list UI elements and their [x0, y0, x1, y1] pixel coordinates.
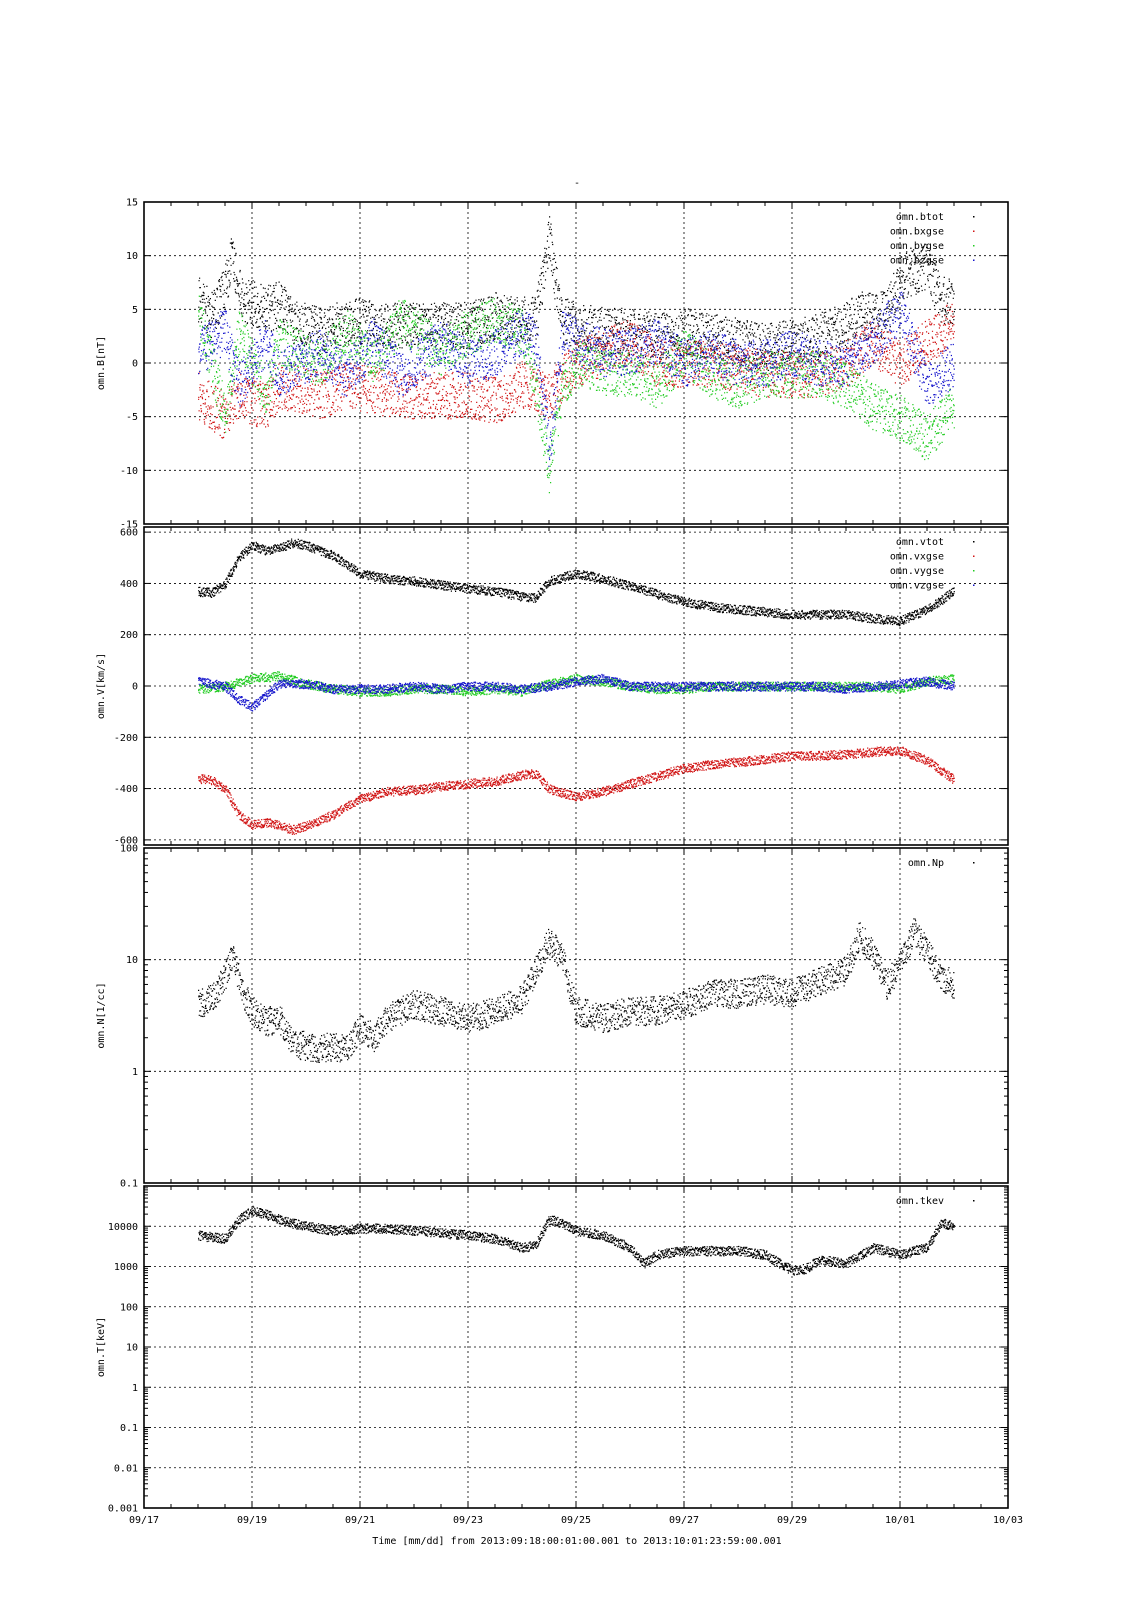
y-tick-label: -10: [120, 466, 138, 477]
legend-marker: [973, 541, 975, 543]
y-tick-label: 100: [120, 844, 138, 855]
legend-marker: [973, 1200, 975, 1202]
x-axis-label: Time [mm/dd] from 2013:09:18:00:01:00.00…: [372, 1536, 781, 1547]
legend-marker: [973, 259, 975, 261]
y-tick-label: 200: [120, 630, 138, 641]
y-tick-label: 100: [120, 1302, 138, 1313]
y-tick-label: 1: [132, 1383, 138, 1394]
panel-frame: [143, 847, 1009, 1184]
y-tick-label: 10: [126, 251, 138, 262]
series-omn-btot: [198, 216, 955, 371]
legend-label: omn.vxgse: [890, 552, 944, 563]
y-axis-label: omn.T[keV]: [96, 1317, 107, 1377]
panel-3: 0.1 1 10 100 omn.N[1/cc] omn.Np: [96, 844, 1009, 1190]
y-tick-label: 1000: [114, 1262, 138, 1273]
legend-marker: [973, 230, 975, 232]
series-omn-tkev: [198, 1205, 955, 1276]
panel-2: -600 -400 -200 0 200 400 600 omn.V[km/s] omn.vto…: [96, 526, 1009, 846]
y-tick-label: 5: [132, 305, 138, 316]
y-axis-label: omn.V[km/s]: [96, 653, 107, 719]
legend-label: omn.bxgse: [890, 227, 944, 238]
x-tick-label: 09/27: [669, 1515, 699, 1526]
y-tick-label: -600: [114, 835, 138, 846]
y-tick-label: 0.1: [120, 1179, 138, 1190]
x-tick-label: 09/29: [777, 1515, 807, 1526]
legend-label: omn.bzgse: [890, 256, 944, 267]
x-tick-label: 10/03: [993, 1515, 1023, 1526]
y-tick-label: 400: [120, 579, 138, 590]
y-tick-label: -200: [114, 733, 138, 744]
y-tick-label: 1: [132, 1067, 138, 1078]
figure-title: -: [574, 178, 580, 189]
series-omn-bzgse: [198, 291, 955, 467]
legend-label: omn.btot: [896, 212, 944, 223]
y-axis-label: omn.B[nT]: [96, 336, 107, 390]
legend-marker: [973, 216, 975, 218]
y-tick-label: 0: [132, 359, 138, 370]
x-tick-label: 09/19: [237, 1515, 267, 1526]
legend-marker: [973, 245, 975, 247]
y-tick-label: -400: [114, 784, 138, 795]
y-tick-label: 0.1: [120, 1423, 138, 1434]
y-tick-label: 15: [126, 198, 138, 209]
panel-frame: [143, 1185, 1009, 1509]
y-tick-label: 10000: [108, 1222, 138, 1233]
legend-marker: [973, 555, 975, 557]
x-tick-label: 09/21: [345, 1515, 375, 1526]
x-tick-label: 09/23: [453, 1515, 483, 1526]
y-axis-label: omn.N[1/cc]: [96, 982, 107, 1048]
x-tick-label: 09/25: [561, 1515, 591, 1526]
panel-4: 0.001 0.01 0.1 1 10 100 1000 10000 omn.T[keV] omn…: [96, 1185, 1023, 1526]
legend-label: omn.vtot: [896, 537, 944, 548]
legend-label: omn.Np: [908, 858, 944, 869]
series-omn-vtot: [198, 538, 955, 627]
series-omn-bxgse: [198, 303, 955, 439]
panel-frame: [143, 526, 1009, 846]
legend-label: omn.vzgse: [890, 581, 944, 592]
legend-marker: [973, 584, 975, 586]
panel-1: -15 -10 -5 0 5 10 15 omn.B[nT] omn.btot omn.bxgse…: [96, 198, 1009, 531]
x-tick-label: 10/01: [885, 1515, 915, 1526]
legend-marker: [973, 862, 975, 864]
y-tick-label: 10: [126, 955, 138, 966]
y-tick-label: -5: [126, 412, 138, 423]
y-tick-label: 0: [132, 682, 138, 693]
x-tick-label: 09/17: [129, 1515, 159, 1526]
series-omn-bygse: [198, 295, 955, 494]
series-omn-Np: [198, 918, 955, 1063]
series-omn-vzgse: [198, 673, 955, 712]
y-tick-label: 10: [126, 1343, 138, 1354]
legend-marker: [973, 570, 975, 572]
legend-label: omn.vygse: [890, 566, 944, 577]
legend-label: omn.bygse: [890, 241, 944, 252]
y-tick-label: 0.001: [108, 1504, 138, 1515]
y-tick-label: -15: [120, 520, 138, 531]
y-tick-label: 600: [120, 528, 138, 539]
legend-label: omn.tkev: [896, 1196, 944, 1207]
series-omn-vxgse: [198, 746, 955, 835]
panel-frame: [143, 201, 1009, 525]
y-tick-label: 0.01: [114, 1463, 138, 1474]
